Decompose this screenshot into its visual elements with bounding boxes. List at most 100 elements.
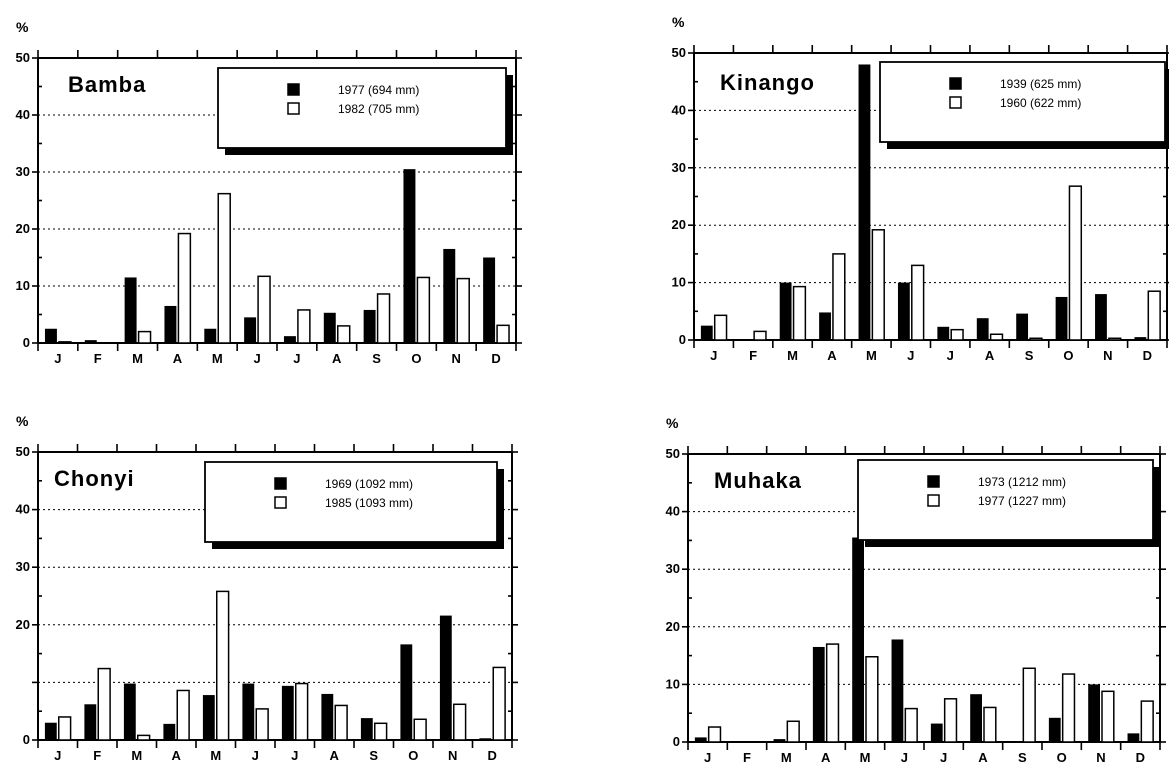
bar-filled [891,639,904,742]
bar-filled [321,693,334,740]
y-tick-label: 40 [672,102,686,117]
legend-box [857,459,1154,541]
x-tick-label: A [827,348,837,363]
chart-panel-muhaka: 0 10 20 30 40 50% J F M A M J J A S O N D Muhaka 1973 (1212… [666,415,1166,765]
bar-filled [363,309,376,343]
x-tick-label: S [369,748,378,763]
y-tick-label: 0 [679,332,686,347]
x-tick-label: O [1063,348,1073,363]
chart-panel-kinango: 0 10 20 30 40 50% J F M A M J J A S O N D Kinango 1939 (625… [672,14,1169,363]
legend-box [879,61,1166,143]
x-tick-label: J [253,351,260,366]
bar-filled [123,683,136,740]
legend-label: 1982 (705 mm) [338,102,419,116]
bar-filled [283,336,296,343]
x-tick-label: J [54,351,61,366]
bar-filled [84,704,97,740]
x-tick-label: J [940,750,947,765]
bar-open [786,720,800,743]
y-tick-label: 20 [666,619,680,634]
x-tick-label: J [704,750,711,765]
bar-open [825,643,840,743]
x-tick-label: A [173,351,183,366]
bar-filled [976,318,989,340]
legend-label: 1985 (1093 mm) [325,496,413,510]
y-tick-label: 50 [16,444,30,459]
station-title: Muhaka [714,468,802,493]
bar-filled [323,312,336,343]
y-tick-label: 50 [672,45,686,60]
bar-open [492,666,506,741]
x-tick-label: M [132,351,143,366]
chart-panel-bamba: 0 10 20 30 40 50% J F M A M J J A S O N D Bamba 1977 (694 m… [16,19,522,366]
bar-open [753,330,767,341]
bar-open [707,726,722,743]
bar-open [337,325,351,344]
bar-filled [1095,294,1107,340]
y-tick-label: 0 [673,734,680,749]
bar-filled [204,328,217,343]
bar-filled [479,738,492,740]
legend-label: 1977 (1227 mm) [978,494,1066,508]
x-tick-label: J [293,351,300,366]
bar-open [1101,690,1115,743]
bar-filled [700,325,713,340]
station-title: Kinango [720,70,815,95]
y-unit-label: % [16,19,29,35]
bar-filled [1134,337,1147,340]
legend-swatch [287,83,300,96]
x-tick-label: J [291,748,298,763]
legend-box [217,67,507,149]
legend-swatch [274,477,287,490]
bar-filled [694,737,707,742]
y-tick-label: 0 [23,335,30,350]
x-tick-label: M [866,348,877,363]
bar-open [1029,337,1043,341]
legend-swatch [274,496,287,509]
bar-open [456,277,470,344]
x-tick-label: A [172,748,182,763]
bar-filled [1055,296,1068,340]
bar-filled [84,340,97,343]
bar-open [295,682,309,741]
x-tick-label: M [131,748,142,763]
y-tick-label: 30 [672,160,686,175]
x-tick-label: N [452,351,461,366]
x-tick-label: M [781,750,792,765]
bar-open [943,698,958,743]
x-tick-label: F [749,348,757,363]
y-unit-label: % [666,415,679,431]
x-tick-label: S [372,351,381,366]
x-tick-label: F [743,750,751,765]
bar-open [496,324,510,344]
y-tick-label: 20 [16,617,30,632]
bar-filled [163,723,176,740]
x-tick-label: O [411,351,421,366]
bar-open [97,667,111,741]
bar-open [1068,185,1083,341]
bar-filled [1088,684,1100,742]
bar-filled [400,644,413,740]
legend-swatch [287,102,300,115]
bar-filled [1016,313,1029,340]
y-unit-label: % [16,413,29,429]
bar-filled [773,739,786,742]
y-tick-label: 20 [16,221,30,236]
bar-filled [244,317,257,343]
y-tick-label: 40 [666,504,680,519]
bar-open [176,689,190,741]
bar-open [911,264,925,341]
bar-open [904,707,918,743]
x-tick-label: N [1103,348,1112,363]
bar-filled [858,64,871,340]
legend-label: 1939 (625 mm) [1000,77,1081,91]
bar-filled [852,537,864,742]
bar-open [950,328,964,341]
y-tick-label: 30 [666,561,680,576]
bar-open [871,229,885,341]
x-tick-label: A [330,748,340,763]
bar-filled [281,685,294,740]
bar-open [217,192,231,344]
bar-open [334,704,348,741]
bar-open [1022,667,1036,743]
